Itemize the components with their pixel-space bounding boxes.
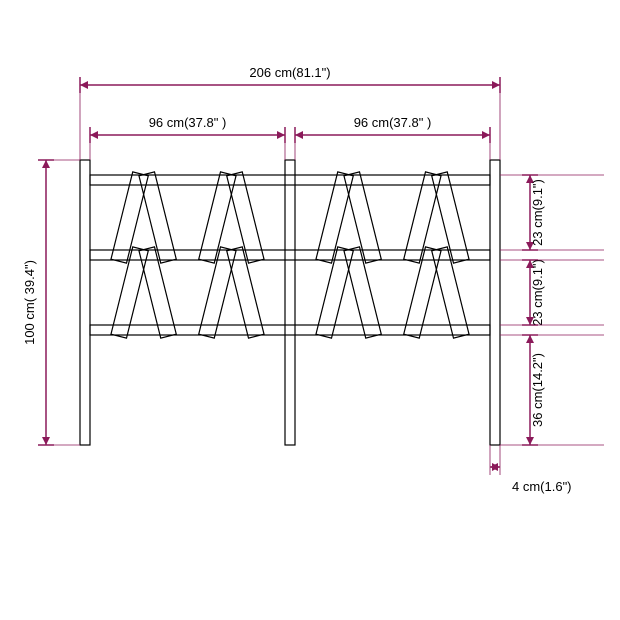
dim-total-height-label: 100 cm( 39.4"): [22, 260, 37, 345]
dim-seg-bottom-label: 36 cm(14.2"): [530, 353, 545, 427]
rail: [90, 325, 490, 335]
dim-panel-right-label: 96 cm(37.8" ): [354, 115, 432, 130]
dim-post-depth-label: 4 cm(1.6"): [512, 479, 572, 494]
headboard-drawing: [80, 160, 500, 445]
dim-seg-top-label: 23 cm(9.1"): [530, 179, 545, 246]
post: [80, 160, 90, 445]
post: [490, 160, 500, 445]
rail: [90, 250, 490, 260]
dim-panel-left-label: 96 cm(37.8" ): [149, 115, 227, 130]
post: [285, 160, 295, 445]
dim-total-width-label: 206 cm(81.1"): [249, 65, 330, 80]
dim-seg-mid-label: 23 cm(9.1"): [530, 259, 545, 326]
rail: [90, 175, 490, 185]
